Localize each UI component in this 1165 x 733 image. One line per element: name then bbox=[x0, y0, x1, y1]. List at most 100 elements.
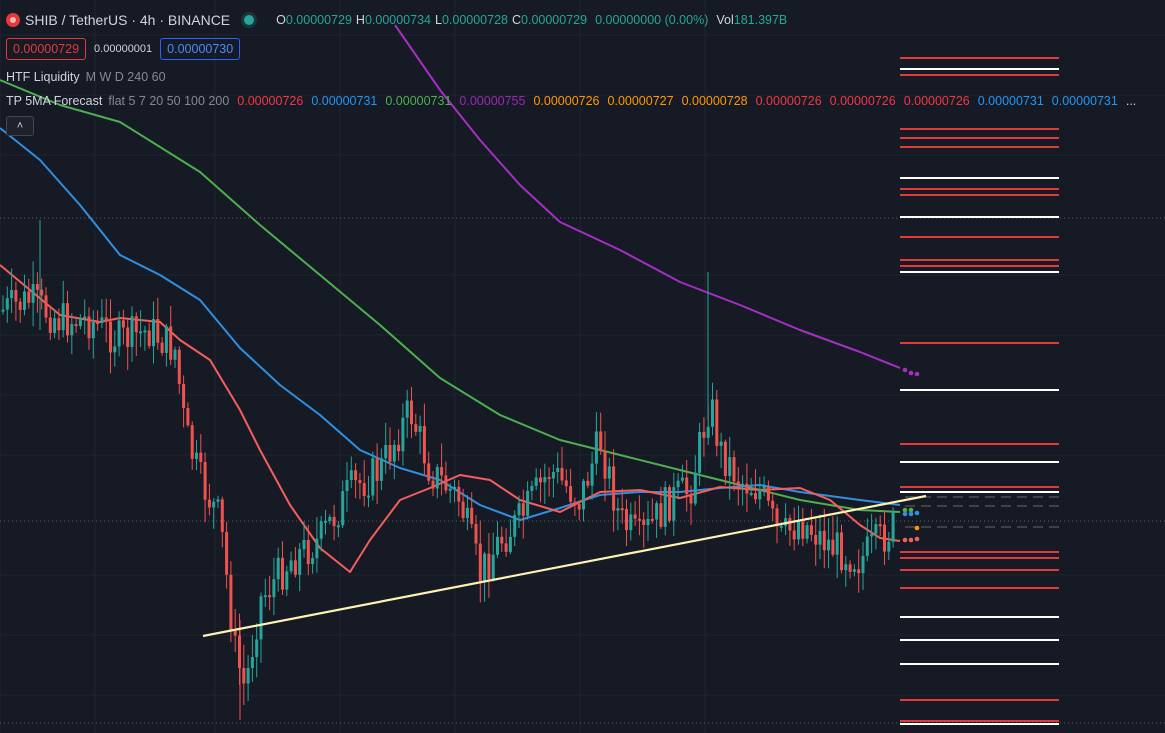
symbol-title[interactable]: SHIB / TetherUS · 4h · BINANCE bbox=[25, 12, 231, 28]
candle-body bbox=[268, 595, 272, 598]
collapse-legend-button[interactable]: ˄ bbox=[6, 116, 34, 136]
candle-body bbox=[401, 417, 405, 452]
candle-body bbox=[44, 295, 48, 318]
candle-body bbox=[31, 284, 35, 303]
candle-body bbox=[341, 491, 345, 526]
candle-body bbox=[78, 318, 82, 327]
candle-body bbox=[384, 444, 388, 459]
forecast-value: 0.00000728 bbox=[681, 94, 748, 108]
candle-body bbox=[616, 508, 620, 511]
candle-body bbox=[659, 503, 663, 527]
candle-body bbox=[182, 383, 186, 409]
candle-body bbox=[693, 472, 697, 504]
candle-body bbox=[698, 431, 702, 473]
forecast-dot bbox=[908, 370, 914, 376]
candle-body bbox=[345, 480, 349, 492]
volume-label: Vol bbox=[716, 13, 734, 27]
candle-body bbox=[53, 318, 57, 333]
candle-body bbox=[212, 501, 216, 508]
candle-body bbox=[147, 330, 151, 347]
candle-body bbox=[186, 408, 190, 426]
candle-body bbox=[250, 657, 254, 669]
candle-body bbox=[203, 461, 207, 500]
candle-body bbox=[57, 318, 61, 331]
candle-body bbox=[435, 467, 439, 489]
candle-body bbox=[642, 519, 646, 525]
candle-body bbox=[702, 431, 706, 438]
candle-body bbox=[749, 493, 753, 496]
candle-body bbox=[358, 480, 362, 484]
change-value: 0.00000000 (0.00%) bbox=[595, 13, 709, 27]
candle-body bbox=[809, 525, 813, 535]
candle-body bbox=[797, 521, 800, 540]
symbol-logo-icon bbox=[6, 13, 20, 27]
forecast-value: 0.00000731 bbox=[311, 94, 378, 108]
indicator-htf-liquidity[interactable]: HTF Liquidity M W D 240 60 bbox=[6, 70, 174, 84]
candle-body bbox=[83, 316, 87, 319]
candle-body bbox=[100, 317, 104, 324]
candle-body bbox=[263, 595, 267, 598]
candle-body bbox=[672, 487, 676, 521]
candle-body bbox=[306, 539, 310, 565]
candle-body bbox=[848, 564, 852, 572]
candle-body bbox=[276, 557, 280, 580]
candle-body bbox=[564, 480, 568, 487]
candle-body bbox=[483, 553, 487, 582]
candle-body bbox=[134, 316, 138, 333]
sell-button[interactable]: 0.00000729 bbox=[6, 38, 87, 60]
candle-body bbox=[91, 322, 95, 339]
candle-body bbox=[410, 400, 413, 425]
candle-body bbox=[530, 485, 534, 491]
ohlc-close-label: C bbox=[512, 13, 522, 27]
candle-body bbox=[861, 555, 865, 574]
candle-body bbox=[625, 509, 628, 531]
ohlc-low-label: L bbox=[435, 13, 442, 27]
candle-body bbox=[680, 477, 684, 481]
trendline[interactable] bbox=[202, 494, 927, 638]
candle-body bbox=[66, 303, 69, 336]
indicator-tp-forecast[interactable]: TP 5MA Forecast flat 5 7 20 50 100 200 0… bbox=[6, 94, 1136, 108]
candle-body bbox=[405, 400, 409, 418]
candle-body bbox=[457, 486, 461, 502]
ohlc-open-label: O bbox=[276, 13, 286, 27]
candle-body bbox=[771, 500, 775, 509]
candle-body bbox=[891, 511, 895, 542]
candle-body bbox=[259, 596, 263, 640]
ohlc-open-value: 0.00000729 bbox=[285, 13, 352, 27]
candle-body bbox=[246, 668, 250, 684]
candle-body bbox=[706, 426, 710, 438]
candle-body bbox=[207, 499, 211, 508]
more-values: ... bbox=[1125, 94, 1137, 108]
candle-body bbox=[126, 327, 130, 347]
candle-body bbox=[465, 507, 469, 519]
candle-body bbox=[547, 477, 551, 480]
spread-value: 0.00000001 bbox=[94, 43, 153, 55]
buy-button[interactable]: 0.00000730 bbox=[160, 38, 241, 60]
candle-body bbox=[177, 349, 181, 384]
candle-body bbox=[792, 530, 796, 540]
ma-200-line bbox=[394, 24, 901, 369]
candle-body bbox=[470, 507, 474, 525]
candle-body bbox=[736, 481, 740, 486]
candle-body bbox=[225, 532, 229, 575]
candle-body bbox=[663, 487, 667, 527]
candle-body bbox=[332, 516, 336, 527]
candle-body bbox=[440, 467, 444, 476]
candle-body bbox=[603, 450, 607, 479]
candle-body bbox=[169, 326, 173, 360]
candle-body bbox=[444, 475, 448, 491]
candle-body bbox=[328, 516, 332, 521]
candle-body bbox=[414, 424, 418, 432]
volume-value: 181.397B bbox=[733, 13, 788, 27]
candle-body bbox=[349, 470, 353, 481]
candle-body bbox=[784, 518, 788, 526]
candle-body bbox=[633, 514, 637, 519]
candle-body bbox=[156, 318, 160, 343]
candle-body bbox=[539, 477, 542, 483]
htf-liquidity-levels bbox=[900, 57, 1059, 725]
candle-body bbox=[453, 486, 456, 489]
indicator-name: TP 5MA Forecast bbox=[6, 94, 103, 108]
candle-body bbox=[40, 289, 44, 296]
candle-body bbox=[5, 298, 9, 310]
